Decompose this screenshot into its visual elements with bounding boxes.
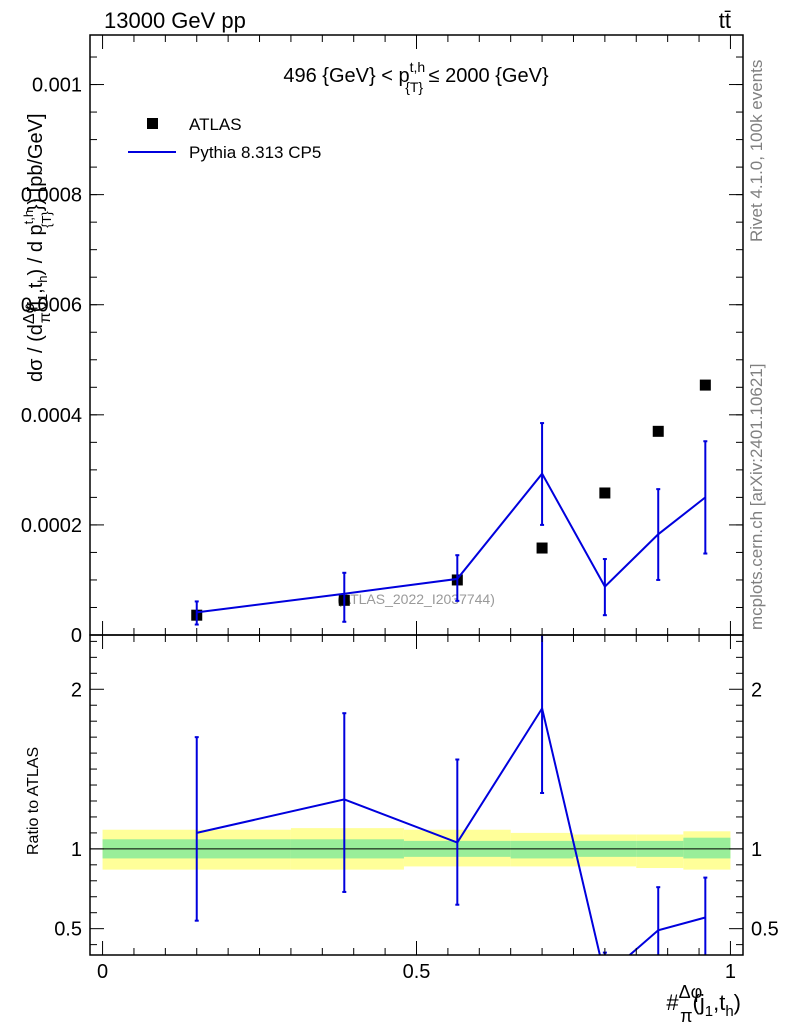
- main-y-tick-label: 0.0002: [21, 515, 82, 537]
- legend-pythia-label: Pythia 8.313 CP5: [189, 143, 321, 162]
- ratio-y-tick-label-right: 2: [751, 679, 762, 701]
- main-atlas-point: [699, 379, 711, 391]
- ratio-x-tick-label: 1: [725, 961, 736, 983]
- ratio-y-ticks: 0.5 0.5 1 1 2 2: [54, 640, 779, 946]
- main-atlas-point: [652, 425, 664, 437]
- ratio-frame: [89, 634, 744, 956]
- main-atlas-point: [536, 542, 548, 554]
- main-y-tick-label: 0: [71, 625, 82, 647]
- ratio-y-axis-label: Ratio to ATLAS: [25, 747, 42, 855]
- legend-atlas-label: ATLAS: [189, 115, 242, 134]
- ratio-x-ticks: 0 0.5 1: [97, 635, 736, 983]
- main-x-ticks: [102, 35, 731, 635]
- main-atlas-point: [599, 487, 611, 499]
- ratio-x-axis-label: #Δφ π(j1,th): [666, 982, 741, 1024]
- ratio-green-band: [510, 840, 574, 859]
- ratio-panel: 0.5 0.51 12 2 0 0.5 1 Ratio to ATLAS #Δφ π(j1,…: [25, 634, 779, 1024]
- main-line: [194, 422, 708, 626]
- ratio-y-tick-label-right: 0.5: [751, 919, 779, 941]
- legend-atlas-marker: [147, 118, 158, 129]
- ratio-x-tick-label: 0.5: [403, 961, 431, 983]
- legend: ATLAS Pythia 8.313 CP5: [128, 115, 321, 162]
- main-y-tick-label: 0.0004: [21, 405, 82, 427]
- main-markers: [191, 379, 711, 621]
- main-y-axis-label: dσ / (dΔφπ(j1,th) / d pt,h {T}}) [pb/GeV]: [21, 113, 54, 382]
- main-pythia-series-line: [196, 471, 706, 614]
- main-panel: (ATLAS_2022_I2037744) 0 0.0002 0.0004 0.000…: [21, 34, 744, 647]
- main-frame: [89, 34, 744, 636]
- ratio-y-tick-label: 1: [71, 839, 82, 861]
- ratio-line: [194, 635, 708, 955]
- main-y-tick-label: 0.001: [32, 75, 82, 97]
- rivet-label: Rivet 4.1.0, 100k events: [747, 60, 766, 242]
- ratio-green-band: [683, 837, 731, 859]
- main-y-ticks: 0 0.0002 0.0004 0.0006 0.0008 0.001: [21, 56, 743, 647]
- main-y-tick-label: 0.0008: [21, 185, 82, 207]
- ratio-x-tick-label: 0: [97, 961, 108, 983]
- main-watermark: (ATLAS_2022_I2037744): [337, 591, 495, 607]
- ratio-series-line: [196, 705, 706, 955]
- main-y-tick-label: 0.0006: [21, 295, 82, 317]
- ratio-y-tick-label: 0.5: [54, 919, 82, 941]
- energy-label: 13000 GeV pp: [104, 8, 246, 33]
- process-label: tt̄: [719, 8, 731, 33]
- mcplots-label: mcplots.cern.ch [arXiv:2401.10621]: [747, 364, 766, 630]
- main-title: 496 {GeV} < pt,h {T} ≤ 2000 {GeV}: [283, 59, 549, 95]
- ratio-y-tick-label-right: 1: [751, 839, 762, 861]
- ratio-y-tick-label: 2: [71, 679, 82, 701]
